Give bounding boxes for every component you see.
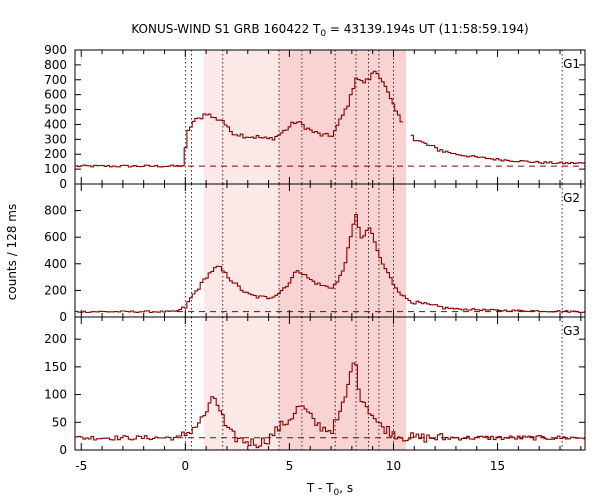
y-tick-label: 400 <box>44 117 67 131</box>
panel-label-g2: G2 <box>563 191 580 205</box>
y-tick-label: 800 <box>44 204 67 218</box>
y-tick-label: 50 <box>52 415 67 429</box>
chart-title: KONUS-WIND S1 GRB 160422 T0 = 43139.194s… <box>131 22 528 39</box>
y-tick-label: 100 <box>44 388 67 402</box>
light-curve-g1 <box>75 70 585 168</box>
y-tick-label: 200 <box>44 147 67 161</box>
x-tick-label: 15 <box>490 459 505 473</box>
x-tick-label: 0 <box>182 459 190 473</box>
x-tick-label: -5 <box>75 459 87 473</box>
y-tick-label: 500 <box>44 103 67 117</box>
y-tick-label: 0 <box>59 443 67 457</box>
panel-label-g3: G3 <box>563 324 580 338</box>
x-tick-label: 10 <box>386 459 401 473</box>
y-tick-label: 600 <box>44 230 67 244</box>
y-tick-label: 400 <box>44 257 67 271</box>
panel-frame <box>74 316 586 451</box>
y-tick-label: 100 <box>44 162 67 176</box>
y-tick-label: 200 <box>44 283 67 297</box>
y-tick-label: 900 <box>44 43 67 57</box>
y-axis-label: counts / 128 ms <box>5 204 19 300</box>
panel-label-g1: G1 <box>563 57 580 71</box>
light-curve-g2 <box>75 214 585 314</box>
y-tick-label: 0 <box>59 310 67 324</box>
shaded-interval-dark <box>279 50 406 184</box>
shaded-interval-dark <box>279 184 406 317</box>
shaded-interval-dark <box>279 317 406 450</box>
x-axis-label: T - T0, s <box>306 481 353 498</box>
y-tick-label: 800 <box>44 58 67 72</box>
y-tick-label: 150 <box>44 360 67 374</box>
y-tick-label: 300 <box>44 132 67 146</box>
x-tick-label: 5 <box>286 459 294 473</box>
y-tick-label: 700 <box>44 73 67 87</box>
y-tick-label: 600 <box>44 88 67 102</box>
light-curve-g3 <box>75 362 585 449</box>
y-tick-label: 200 <box>44 332 67 346</box>
y-tick-label: 0 <box>59 177 67 191</box>
